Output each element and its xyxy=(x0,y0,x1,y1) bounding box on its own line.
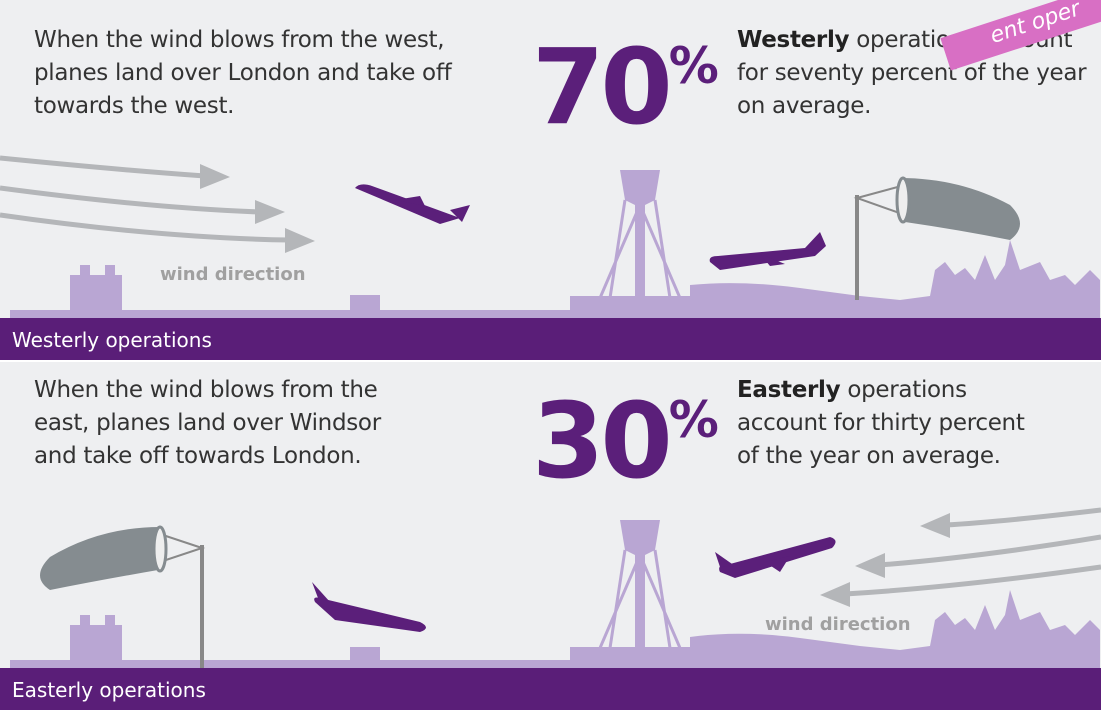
description: When the wind blows from the east, plane… xyxy=(34,374,381,473)
panel-bar: Easterly operations xyxy=(0,668,1101,710)
stat-strong: Westerly xyxy=(737,27,849,53)
infographic: When the wind blows from the west, plane… xyxy=(0,0,1101,710)
percentage-number: 70 xyxy=(532,26,669,148)
description: When the wind blows from the west, plane… xyxy=(34,24,451,123)
description-line: and take off towards London. xyxy=(34,440,381,473)
wind-label: wind direction xyxy=(765,614,911,635)
stat-line: of the year on average. xyxy=(737,440,1025,473)
stat-line: account for thirty percent xyxy=(737,407,1025,440)
westerly-panel: When the wind blows from the west, plane… xyxy=(0,0,1101,360)
percentage: 70% xyxy=(532,16,719,137)
description-line: towards the west. xyxy=(34,90,451,123)
wind-label: wind direction xyxy=(160,264,306,285)
easterly-panel: When the wind blows from the east, plane… xyxy=(0,362,1101,710)
panel-bar: Westerly operations xyxy=(0,318,1101,360)
percentage-unit: % xyxy=(669,391,719,449)
percentage-number: 30 xyxy=(532,380,669,502)
stat-line: on average. xyxy=(737,90,1086,123)
stat-line: operations xyxy=(847,377,966,403)
percentage-unit: % xyxy=(669,37,719,95)
percentage: 30% xyxy=(532,370,719,491)
stat-text: Easterly operations account for thirty p… xyxy=(737,374,1025,473)
description-line: planes land over London and take off xyxy=(34,57,451,90)
stat-strong: Easterly xyxy=(737,377,840,403)
description-line: east, planes land over Windsor xyxy=(34,407,381,440)
description-line: When the wind blows from the xyxy=(34,374,381,407)
description-line: When the wind blows from the west, xyxy=(34,24,451,57)
stat-line: for seventy percent of the year xyxy=(737,57,1086,90)
